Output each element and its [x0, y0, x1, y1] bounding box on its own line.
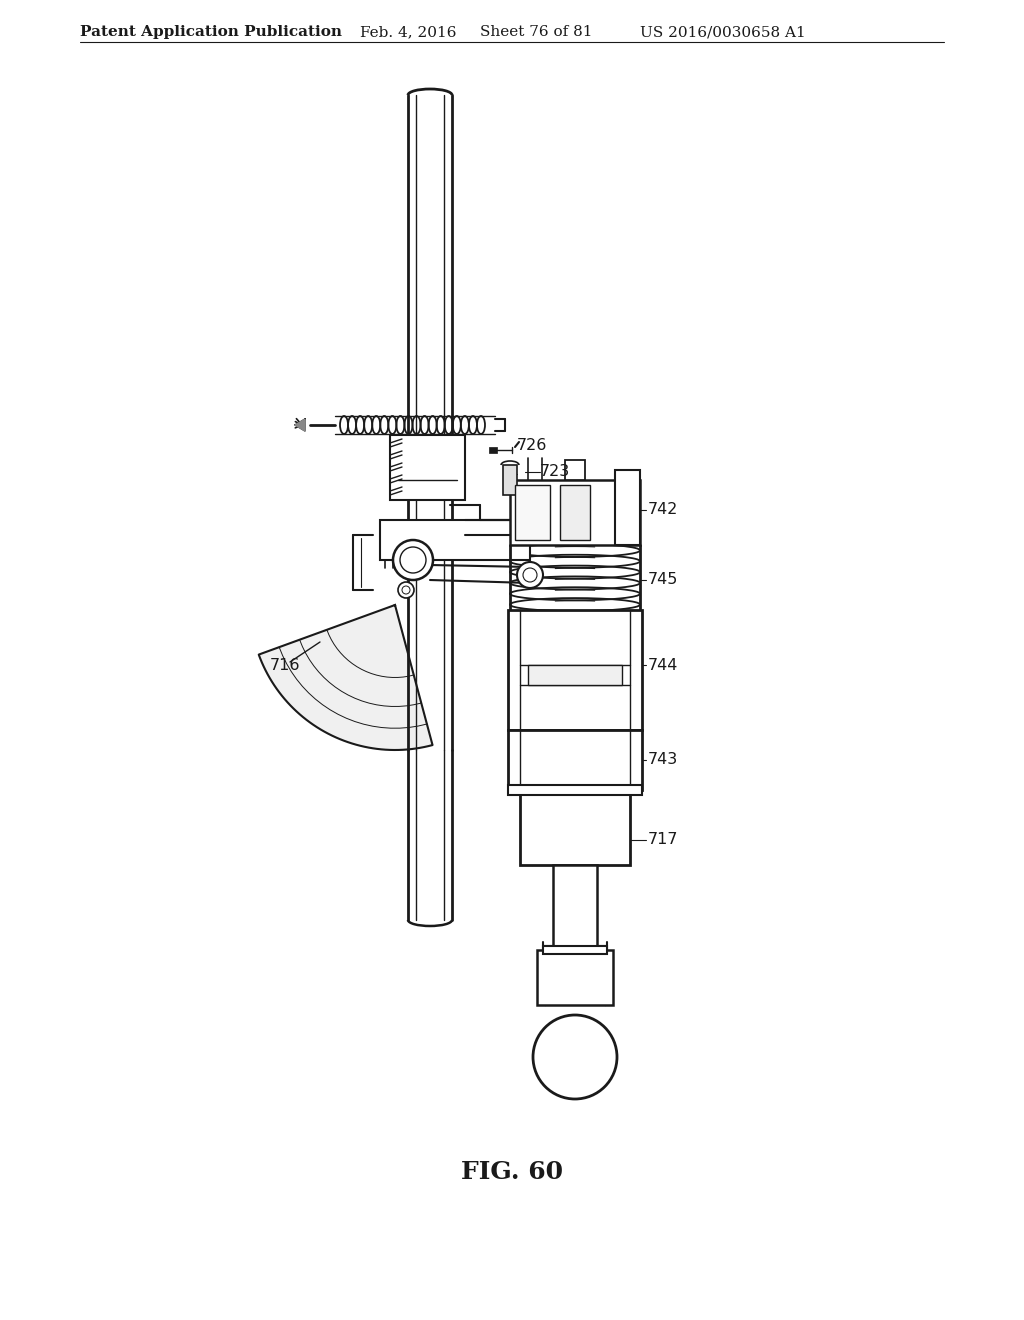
Text: Patent Application Publication: Patent Application Publication — [80, 25, 342, 40]
Circle shape — [517, 562, 543, 587]
Bar — [553, 865, 597, 950]
Bar — [390, 436, 465, 500]
Bar — [508, 610, 642, 730]
Polygon shape — [295, 418, 305, 432]
Text: 743: 743 — [648, 752, 678, 767]
Bar — [537, 950, 613, 1005]
Bar — [520, 789, 630, 865]
Bar — [508, 785, 642, 795]
Text: 745: 745 — [648, 573, 678, 587]
Circle shape — [400, 546, 426, 573]
Bar — [528, 665, 622, 685]
Bar — [515, 484, 550, 540]
Bar — [503, 465, 517, 495]
Circle shape — [523, 568, 537, 582]
Circle shape — [402, 586, 410, 594]
Bar — [565, 459, 585, 480]
Polygon shape — [259, 605, 432, 750]
Circle shape — [393, 540, 433, 579]
Text: 742: 742 — [648, 503, 678, 517]
Text: 716: 716 — [270, 657, 300, 672]
Bar — [380, 520, 530, 560]
Text: 744: 744 — [648, 657, 678, 672]
Bar — [543, 946, 607, 954]
Bar — [508, 730, 642, 789]
Bar — [615, 470, 640, 545]
Bar — [560, 484, 590, 540]
Text: Feb. 4, 2016: Feb. 4, 2016 — [360, 25, 457, 40]
Text: FIG. 60: FIG. 60 — [461, 1160, 563, 1184]
Text: 726: 726 — [517, 437, 548, 453]
Bar — [489, 447, 497, 453]
Circle shape — [534, 1015, 617, 1100]
Text: US 2016/0030658 A1: US 2016/0030658 A1 — [640, 25, 806, 40]
Text: 717: 717 — [648, 833, 679, 847]
Text: 723: 723 — [540, 465, 570, 479]
Text: Sheet 76 of 81: Sheet 76 of 81 — [480, 25, 593, 40]
Circle shape — [398, 582, 414, 598]
Bar — [510, 480, 640, 545]
